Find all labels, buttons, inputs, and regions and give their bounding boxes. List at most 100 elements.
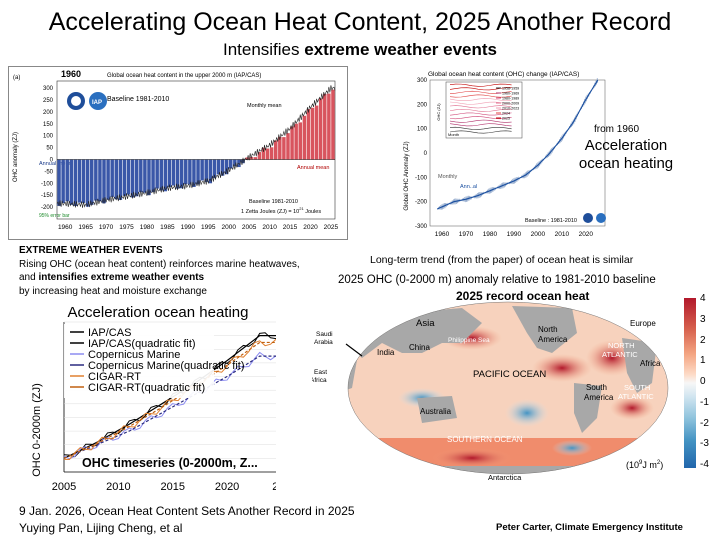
page-title: Accelerating Ocean Heat Content, 2025 An… [48,8,672,36]
year-label: 1960 [61,69,81,79]
annual-bar [286,133,290,160]
bar-xtick: 1990 [181,224,196,231]
footer-line2: Yuying Pan, Lijing Cheng, et al [19,521,183,535]
annual-bar [310,107,315,160]
annual-bar [90,159,94,205]
extreme-weather-text: EXTREME WEATHER EVENTS Rising OHC (ocean… [19,244,349,298]
annual-bar [147,159,151,196]
ts-legend-label: IAP/CAS [88,327,131,339]
bar-xtick: 1960 [58,224,73,231]
colorbar-tick: -1 [700,396,709,408]
annual-bar [273,140,278,160]
annual-mean-right: Annual mean [297,165,329,171]
bar-ytick: -100 [41,181,54,187]
joule-note: 1 Zetta Joules (ZJ) = 1021 Joules [241,206,321,215]
annual-bar [139,159,143,193]
line-xtick: 1970 [459,231,474,238]
annual-bar [69,159,74,205]
annual-bar [306,109,311,160]
annual-bar [314,105,319,160]
annual-bar [151,159,155,193]
annual-bar [278,136,282,160]
inset-legend-label: 2025 [502,117,510,121]
bar-xtick: 2000 [221,224,236,231]
annual-bar [98,159,102,202]
inset-series [449,101,512,105]
ts-legend-label: CIGAR-RT [88,371,141,383]
annual-bar [65,159,69,202]
bar-plot-frame [56,80,336,220]
annual-bar [212,159,217,179]
map-unit: (109J m2) [626,460,663,470]
annual-bar [302,115,307,160]
line-xtick: 1960 [435,231,450,238]
label-saudi: Saudi Arabia [314,331,333,346]
monthly-label: Monthly [438,174,458,180]
ohc-timeseries-panel: OHC 0-2000m (ZJ) 2005 2010 2015 2020 202 IAP… [20,320,291,493]
label-south-america: South America [584,383,614,402]
annual-bar [200,159,204,181]
label-africa: Africa [640,359,661,368]
baseline-note: Baseline 1981-2010 [249,199,298,205]
extreme-line2: and intensifies extreme weather events [19,272,205,283]
bar-ytick: -50 [44,169,53,175]
inset-series [449,98,512,102]
annual-bar [159,159,163,191]
accel-line1: Acceleration [584,137,668,154]
label-east-africa: East Africa [312,369,327,384]
annual-bar [94,159,98,201]
bar-xtick: 1995 [201,224,216,231]
extreme-line3: by increasing heat and moisture exchange [19,285,207,297]
inset-series [449,108,512,112]
ts-chart-title: OHC timeseries (0-2000m, Z... [82,456,258,470]
line-ytick: 300 [417,78,428,84]
map-svg: Asia Saudi Arabia India China Philippine … [310,301,669,482]
bar-ytick: 300 [43,86,54,92]
bar-xtick: 1975 [119,224,134,231]
annual-bar [61,159,65,204]
bar-chart-title: Global ocean heat content in the upper 2… [107,73,261,79]
annual-bar [184,159,188,185]
inset-series [449,87,512,91]
line-ytick: -100 [415,175,428,181]
ts-fit-1 [63,355,276,459]
panel-letter: (a) [13,75,20,81]
colorbar-tick: 4 [700,293,706,304]
bar-xtick: 2015 [283,224,298,231]
footer-line1: 9 Jan. 2026, Ocean Heat Content Sets Ano… [19,504,355,518]
colorbar [684,298,696,468]
annual-bar [269,147,274,160]
ts-xtick: 2020 [215,481,239,492]
line-xtick: 1980 [483,231,498,238]
annual-bar [327,93,331,160]
error-bar-label: 95% error bar [39,213,70,219]
bar-ylabel: OHC anomaly (ZJ) [13,132,19,182]
ts-series-2 [63,338,277,460]
annual-bar [155,159,159,189]
inset-series [449,126,512,130]
bar-ytick: -150 [41,193,54,199]
inset-series [449,112,512,116]
line-xtick: 2010 [555,231,570,238]
annual-series [436,79,599,210]
annual-bar [143,159,147,193]
annual-bar [122,159,127,196]
ts-legend-label: Copernicus Marine(quadratic fit) [88,360,245,372]
bar-ytick: 200 [43,110,54,116]
bar-ytick: 150 [43,122,54,128]
colorbar-tick: 1 [700,355,706,367]
ts-legend-label: IAP/CAS(quadratic fit) [88,338,196,350]
annual-bar [179,159,184,189]
line-ytick: -300 [415,224,428,230]
annual-bar [134,159,139,197]
annual-bar [171,159,176,186]
annual-bar [118,159,123,200]
annual-bar [241,159,245,164]
annual-bar [245,157,249,160]
page-subtitle: Intensifies extreme weather events [222,40,498,59]
annual-bar [81,159,86,203]
annual-bar [110,159,114,197]
inset-legend-label: 2024 [502,112,510,116]
colorbar-tick: -2 [700,417,709,429]
annual-bar [208,159,213,184]
